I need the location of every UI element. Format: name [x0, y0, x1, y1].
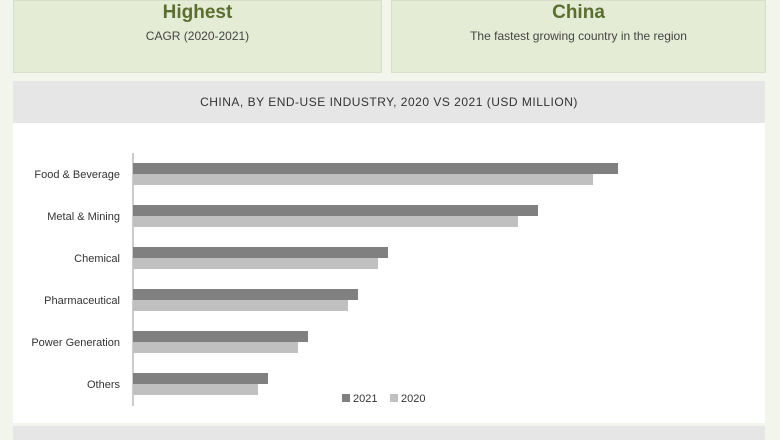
bar-2021 — [133, 205, 538, 216]
bar-2020 — [133, 258, 378, 269]
legend-label-2020: 2020 — [401, 393, 425, 405]
bar-2021 — [133, 373, 268, 384]
cagr-card-title: Highest — [162, 2, 233, 23]
category-label: Others — [87, 379, 121, 391]
chart-title-band: CHINA, BY END-USE INDUSTRY, 2020 VS 2021… — [13, 81, 765, 123]
legend-swatch-2020 — [390, 394, 398, 402]
category-label: Food & Beverage — [34, 169, 120, 181]
category-label: Metal & Mining — [47, 211, 120, 223]
bar-2021 — [133, 247, 388, 258]
country-card: China The fastest growing country in the… — [391, 0, 766, 73]
bar-2021 — [133, 163, 618, 174]
country-card-title: China — [552, 2, 605, 23]
bar-2020 — [133, 300, 348, 311]
footer-band — [13, 426, 765, 440]
chart-area: Food & Beverage Metal & Mining Chemical Pha… — [13, 123, 765, 423]
bar-2020 — [133, 342, 298, 353]
bar-2020 — [133, 174, 593, 185]
category-label: Pharmaceutical — [44, 295, 120, 307]
category-label: Power Generation — [31, 337, 120, 349]
bar-2020 — [133, 216, 518, 227]
bar-2020 — [133, 384, 258, 395]
bar-2021 — [133, 289, 358, 300]
legend-label-2021: 2021 — [353, 393, 377, 405]
legend-swatch-2021 — [342, 394, 350, 402]
bar-2021 — [133, 331, 308, 342]
bar-chart: Food & Beverage Metal & Mining Chemical Pha… — [31, 153, 618, 406]
cagr-card-subtitle: CAGR (2020-2021) — [145, 29, 250, 43]
category-label: Chemical — [74, 253, 120, 265]
cagr-card: Highest CAGR (2020-2021) — [13, 0, 382, 73]
chart-title: CHINA, BY END-USE INDUSTRY, 2020 VS 2021… — [200, 95, 578, 109]
country-card-subtitle: The fastest growing country in the regio… — [470, 29, 687, 43]
